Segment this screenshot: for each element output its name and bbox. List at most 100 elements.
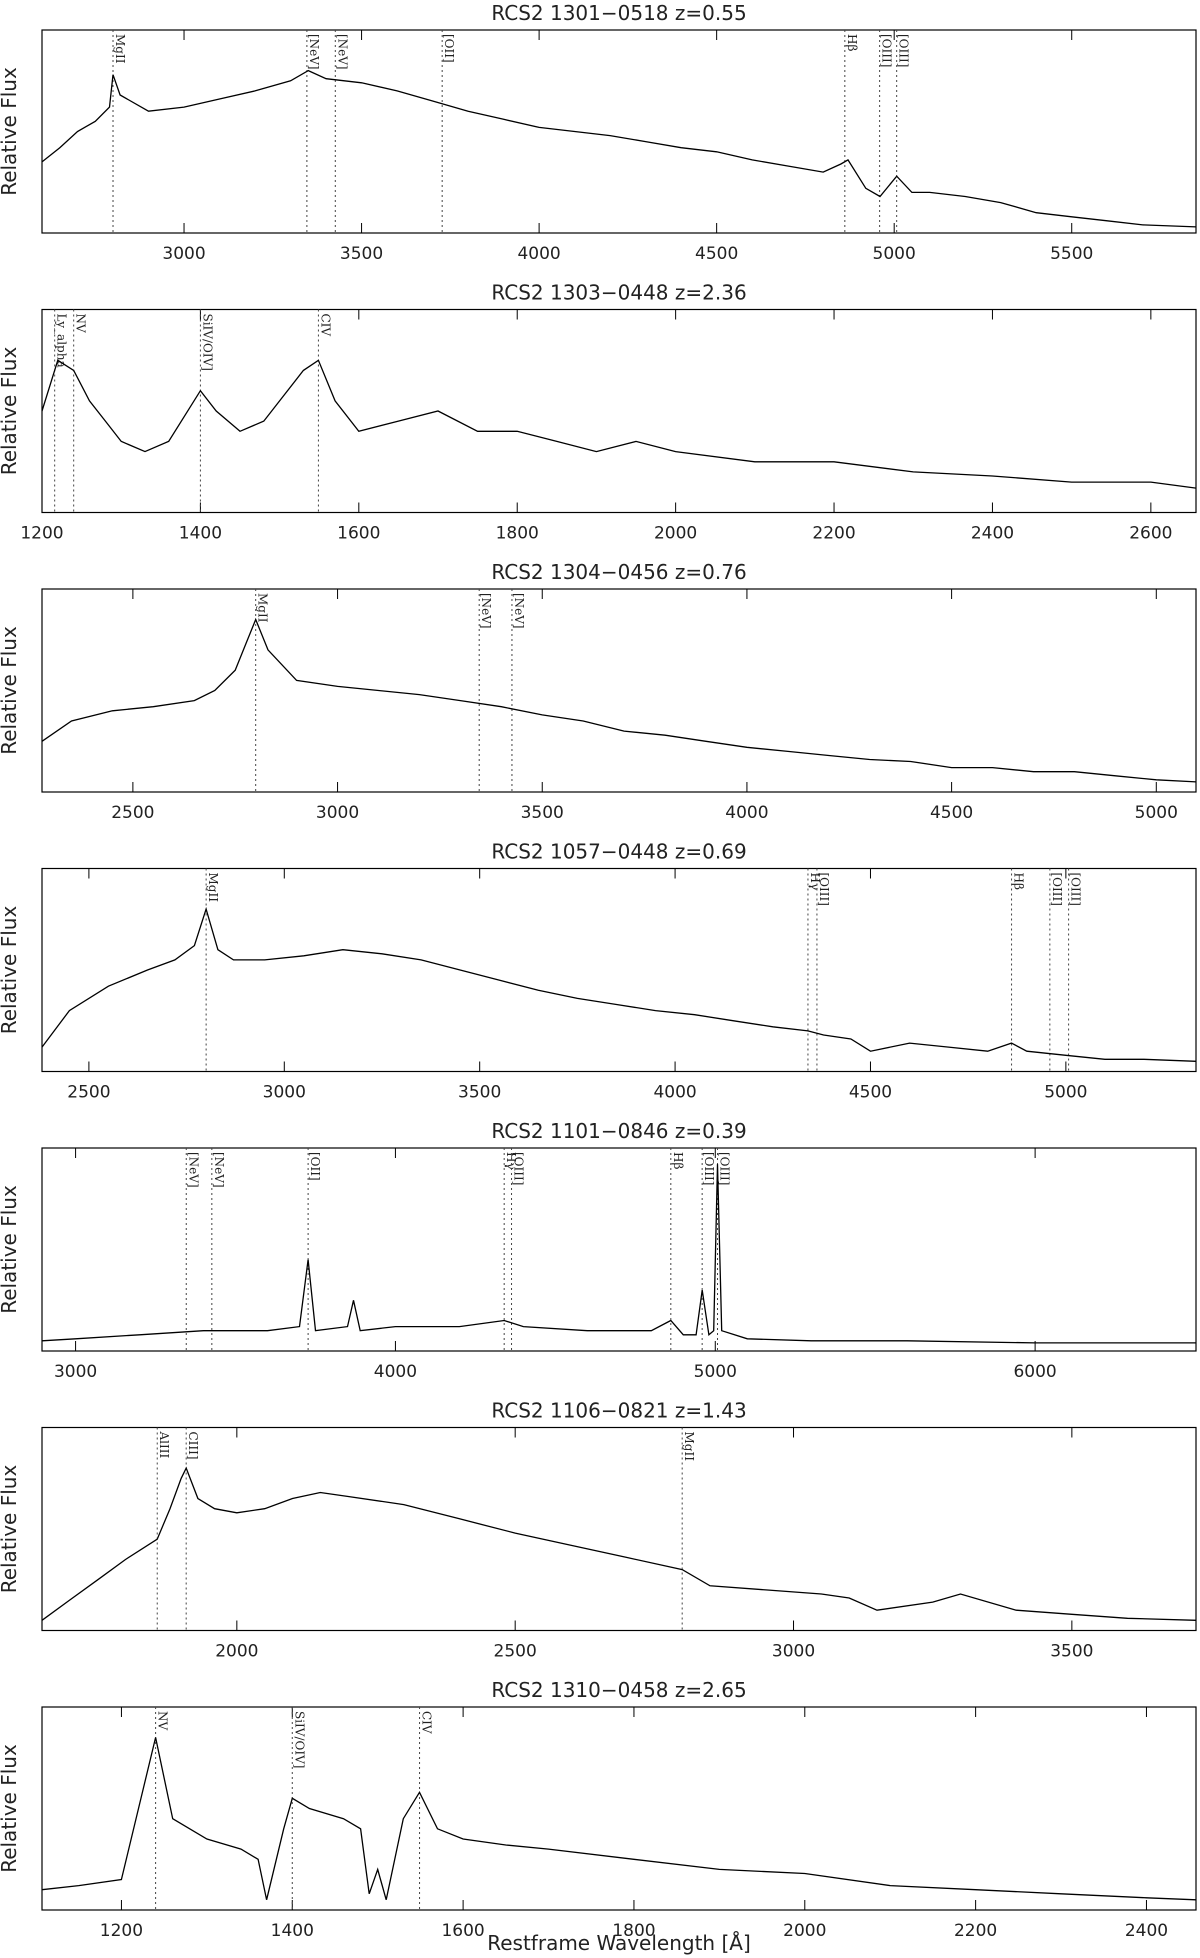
- x-tick-label: 4500: [695, 244, 738, 264]
- emission-line-label: [OIII]: [512, 1152, 526, 1185]
- x-axis-label: Restframe Wavelength [Å]: [487, 1931, 751, 1955]
- y-axis-label: Relative Flux: [0, 1465, 21, 1594]
- x-tick-label: 2200: [954, 1921, 997, 1941]
- x-tick-label: 3000: [316, 803, 359, 823]
- x-tick-label: 3000: [263, 1083, 306, 1103]
- spectrum: [41, 1737, 1197, 1901]
- plot-frame: [41, 588, 1197, 793]
- x-tick-label: 1600: [441, 1921, 484, 1941]
- emission-line-label: [NeV]: [479, 593, 493, 629]
- x-tick-label: 3500: [340, 244, 383, 264]
- emission-line-label: Hβ: [1012, 873, 1026, 890]
- emission-line-label: MgII: [682, 1432, 696, 1462]
- panel-title: RCS2 1304−0456 z=0.76: [491, 560, 746, 584]
- x-tick-label: 2200: [812, 524, 855, 544]
- emission-line-label: [OIII]: [880, 34, 894, 67]
- panel-title: RCS2 1310−0458 z=2.65: [491, 1678, 746, 1702]
- emission-line-label: [OIII]: [1050, 873, 1064, 906]
- plot-frame: [41, 1426, 1197, 1632]
- x-tick-label: 1800: [612, 1921, 655, 1941]
- emission-line-label: MgII: [113, 34, 127, 64]
- x-tick-label: 5500: [1050, 244, 1093, 264]
- x-tick-label: 5000: [1135, 803, 1178, 823]
- spectrum: [41, 1466, 1197, 1621]
- emission-line-label: Hγ: [808, 873, 822, 891]
- x-tick-label: 3000: [162, 244, 205, 264]
- emission-line-label: Hγ: [504, 1152, 518, 1170]
- x-tick-label: 2400: [1125, 1921, 1168, 1941]
- plot-frame: [41, 867, 1197, 1073]
- x-tick-label: 1600: [337, 524, 380, 544]
- emission-line-label: [NeV]: [512, 593, 526, 629]
- emission-line-label: [NeV]: [307, 34, 321, 70]
- x-tick-label: 1400: [179, 524, 222, 544]
- emission-line-label: [NeV]: [186, 1152, 200, 1188]
- y-axis-label: Relative Flux: [0, 1185, 21, 1314]
- x-tick-label: 3500: [521, 803, 564, 823]
- x-tick-label: 4000: [517, 244, 560, 264]
- plot-frame: [41, 1706, 1197, 1911]
- emission-line-label: [NeV]: [212, 1152, 226, 1188]
- emission-line-label: [OIII]: [817, 873, 831, 906]
- x-tick-label: 3000: [772, 1642, 815, 1662]
- x-tick-label: 5000: [694, 1362, 737, 1382]
- emission-line-label: [OII]: [308, 1152, 322, 1181]
- x-tick-label: 1200: [100, 1921, 143, 1941]
- x-tick-label: 1800: [496, 524, 539, 544]
- x-tick-label: 2500: [494, 1642, 537, 1662]
- x-tick-label: 4000: [725, 803, 768, 823]
- emission-line-label: SiIV/OIV]: [200, 314, 214, 371]
- emission-line-label: Ly_alpha: [55, 314, 69, 368]
- panel-title: RCS2 1303−0448 z=2.36: [491, 281, 746, 305]
- x-tick-label: 2500: [111, 803, 154, 823]
- panel-title: RCS2 1057−0448 z=0.69: [491, 840, 746, 864]
- y-axis-label: Relative Flux: [0, 67, 21, 196]
- emission-line-label: [NeV]: [335, 34, 349, 70]
- spectrum: [41, 359, 1197, 489]
- x-tick-label: 4000: [653, 1083, 696, 1103]
- x-tick-label: 2600: [1129, 524, 1172, 544]
- spectrum: [41, 617, 1197, 783]
- x-tick-label: 1400: [271, 1921, 314, 1941]
- y-axis-label: Relative Flux: [0, 1744, 21, 1873]
- emission-line-label: CIV: [318, 314, 332, 337]
- y-axis-label: Relative Flux: [0, 626, 21, 755]
- x-tick-label: 5000: [1044, 1083, 1087, 1103]
- x-tick-label: 2000: [215, 1642, 258, 1662]
- panel-title: RCS2 1301−0518 z=0.55: [491, 1, 746, 25]
- spectrum: [41, 69, 1197, 228]
- emission-line-label: MgII: [256, 593, 270, 623]
- x-tick-label: 2500: [67, 1083, 110, 1103]
- x-tick-label: 5000: [873, 244, 916, 264]
- plot-frame: [41, 1147, 1197, 1352]
- spectrum: [41, 1164, 1196, 1344]
- x-tick-label: 3000: [54, 1362, 97, 1382]
- emission-line-label: [OIII]: [718, 1152, 732, 1185]
- panel-title: RCS2 1106−0821 z=1.43: [491, 1399, 746, 1423]
- x-tick-label: 2000: [654, 524, 697, 544]
- emission-line-label: Hβ: [671, 1152, 685, 1169]
- emission-line-label: [OII]: [442, 34, 456, 63]
- panel-title: RCS2 1101−0846 z=0.39: [491, 1119, 746, 1143]
- emission-line-label: [OIII]: [1069, 873, 1083, 906]
- spectrum: [41, 906, 1197, 1062]
- emission-line-label: AlIII: [157, 1431, 171, 1459]
- x-tick-label: 4500: [930, 803, 973, 823]
- x-tick-label: 2000: [783, 1921, 826, 1941]
- x-tick-label: 6000: [1013, 1362, 1056, 1382]
- emission-line-label: MgII: [206, 873, 220, 903]
- x-tick-label: 3500: [1050, 1642, 1093, 1662]
- emission-line-label: Hβ: [845, 34, 859, 51]
- x-tick-label: 4000: [374, 1362, 417, 1382]
- emission-line-label: NV: [156, 1711, 170, 1731]
- x-tick-label: 1200: [20, 524, 63, 544]
- x-tick-label: 2400: [971, 524, 1014, 544]
- emission-line-label: NV: [74, 314, 88, 334]
- emission-line-label: CIV: [420, 1711, 434, 1734]
- y-axis-label: Relative Flux: [0, 906, 21, 1035]
- plot-frame: [41, 29, 1197, 234]
- y-axis-label: Relative Flux: [0, 347, 21, 476]
- emission-line-label: CIII]: [186, 1432, 200, 1460]
